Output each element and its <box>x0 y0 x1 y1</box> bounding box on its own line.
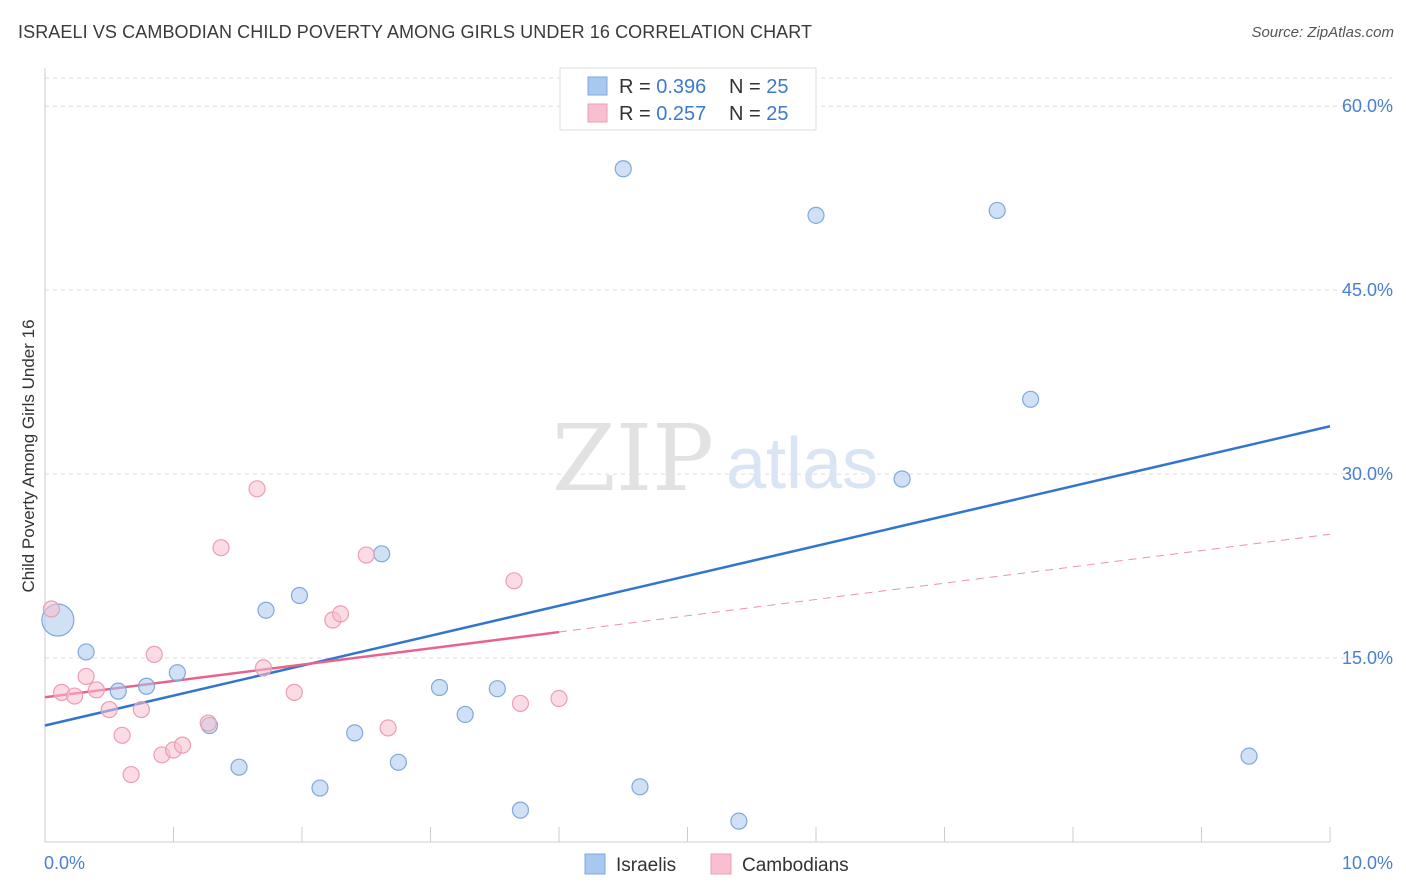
cambodians-point <box>331 605 350 623</box>
israelis-point <box>430 678 449 697</box>
israelis-trend-line <box>44 425 1331 727</box>
israelis-point <box>988 201 1006 220</box>
israelis-point <box>807 206 825 224</box>
x-tick-labels: 0.0% 10.0% <box>44 853 1393 873</box>
n-label: N = <box>729 103 766 125</box>
r-value: 0.396 <box>656 76 706 98</box>
cambodians-point <box>77 667 95 686</box>
cambodians-point <box>550 689 568 708</box>
cambodians-point <box>379 719 397 737</box>
cambodians-point <box>145 645 163 663</box>
series-legend: Israelis Cambodians <box>584 853 849 876</box>
israelis-point <box>893 470 911 488</box>
israelis-point <box>137 677 156 695</box>
n-label: N = <box>729 76 766 98</box>
israelis-point <box>230 758 248 776</box>
israelis-point <box>290 586 309 605</box>
cambodians-point <box>173 736 192 754</box>
cambodians-point <box>122 765 140 784</box>
israelis-point <box>77 643 95 661</box>
stats-legend: R = 0.396 N = 25 R = 0.257 N = 25 <box>559 67 817 131</box>
israelis-point <box>614 160 632 178</box>
stats-text: R = 0.257 <box>619 103 706 125</box>
stats-n-text: N = 25 <box>729 76 789 98</box>
n-value: 25 <box>766 76 788 98</box>
cambodians-point <box>87 681 106 699</box>
r-value: 0.257 <box>656 103 706 125</box>
legend-swatch <box>584 853 606 875</box>
chart-title: ISRAELI VS CAMBODIAN CHILD POVERTY AMONG… <box>18 22 813 42</box>
israelis-point <box>456 705 474 724</box>
cambodians-point <box>212 539 230 557</box>
cambodians-point <box>254 659 273 677</box>
israelis-point <box>1240 747 1258 765</box>
r-label: R = <box>619 103 656 125</box>
israelis-point <box>346 724 364 742</box>
cambodians-point <box>511 694 530 713</box>
stats-text: R = 0.396 <box>619 76 706 98</box>
stats-swatch <box>587 76 608 96</box>
cambodians-point <box>505 572 523 590</box>
source-credit: Source: ZipAtlas.com <box>1251 24 1394 41</box>
israelis-point <box>730 812 748 830</box>
trend-lines <box>44 425 1331 727</box>
stats-n-text: N = 25 <box>729 103 789 125</box>
watermark: ZIP atlas <box>552 405 878 512</box>
israelis-point <box>109 682 127 700</box>
axes <box>44 68 1331 843</box>
r-label: R = <box>619 76 656 98</box>
cambodians-point <box>199 714 217 732</box>
legend-swatch <box>710 853 732 875</box>
stats-swatch <box>587 103 608 123</box>
cambodians-point <box>100 700 118 719</box>
cambodians-trend-line-dashed <box>558 533 1331 633</box>
watermark-zip: ZIP <box>552 405 714 512</box>
israelis-point <box>511 801 530 819</box>
y-tick-label: 30.0% <box>1342 464 1393 484</box>
y-tick-labels: 15.0% 30.0% 45.0% 60.0% <box>1342 96 1393 668</box>
cambodians-point <box>357 546 375 564</box>
y-tick-label: 45.0% <box>1342 280 1393 300</box>
cambodians-point <box>132 700 150 719</box>
israelis-point <box>311 779 329 797</box>
israelis-point <box>1021 390 1040 408</box>
y-axis-label: Child Poverty Among Girls Under 16 <box>19 319 38 592</box>
cambodians-point <box>248 480 266 498</box>
israelis-point <box>631 778 649 796</box>
y-tick-label: 15.0% <box>1342 648 1393 668</box>
legend-label: Israelis <box>616 855 676 876</box>
legend-label: Cambodians <box>742 855 849 876</box>
cambodians-point <box>42 600 61 618</box>
watermark-atlas: atlas <box>726 424 878 504</box>
israelis-point <box>488 680 506 698</box>
grid-lines <box>45 77 1392 659</box>
cambodians-point <box>65 687 84 705</box>
israelis-point <box>373 545 391 563</box>
cambodians-point <box>113 726 131 744</box>
israelis-point <box>257 601 275 619</box>
israelis-point <box>168 664 186 682</box>
x-tick-label-end: 10.0% <box>1342 853 1393 873</box>
y-tick-label: 60.0% <box>1342 96 1393 116</box>
n-value: 25 <box>766 103 788 125</box>
cambodians-point <box>285 683 303 701</box>
cambodians-trend-line <box>44 630 560 699</box>
data-points <box>41 160 1258 830</box>
x-tick-label-start: 0.0% <box>44 853 85 873</box>
israelis-point <box>389 753 407 771</box>
